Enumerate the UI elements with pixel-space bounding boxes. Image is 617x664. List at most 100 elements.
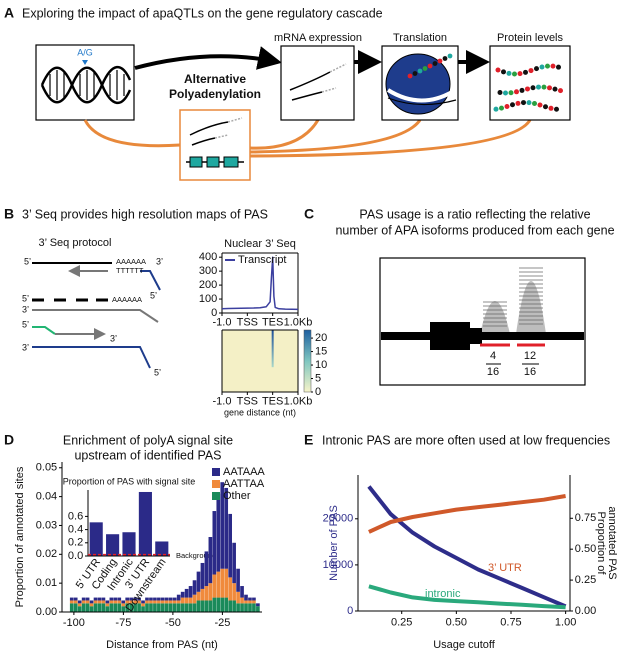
histogram-bar (97, 600, 102, 604)
fraction-numerator: 4 (490, 350, 496, 362)
histogram-bar (252, 597, 256, 601)
y-axis-label: Number of PAS (328, 505, 340, 581)
histogram-bar (248, 600, 252, 604)
histogram-bar (73, 600, 78, 604)
histogram-bar (184, 597, 189, 604)
protein-bead (547, 85, 552, 91)
y2-axis-label: annotated PAS (606, 506, 617, 579)
histogram-bar (85, 603, 90, 612)
legend-label: Other (223, 490, 251, 502)
histogram-bar (97, 597, 102, 601)
heatmap-signal (271, 330, 274, 368)
y-tick-label: 100 (199, 293, 217, 305)
bar (106, 534, 120, 556)
protein-bead (510, 102, 515, 108)
protocol-label: 3’ (22, 342, 29, 352)
histogram-bar (192, 580, 197, 595)
panel-label: E (304, 432, 313, 448)
histogram-bar (117, 597, 122, 601)
histogram-bar (180, 603, 185, 612)
histogram-bar (73, 597, 78, 601)
histogram-bar (256, 603, 260, 607)
amino-bead (407, 73, 413, 79)
x-axis-label: Usage cutoff (433, 639, 496, 651)
histogram-bar (69, 603, 74, 612)
histogram-bar (164, 597, 169, 601)
protein-bead (530, 85, 536, 91)
protein-bead (495, 67, 501, 73)
protein-bead (515, 100, 521, 106)
y-tick-label: 0.03 (36, 519, 57, 531)
histogram-bar (228, 513, 232, 578)
protein-bead (552, 86, 558, 92)
colorbar-tick-label: 15 (315, 345, 327, 357)
histogram-bar (149, 600, 153, 604)
y-tick-label: 20000 (323, 513, 354, 525)
histogram-bar (172, 597, 177, 601)
histogram-bar (188, 586, 193, 598)
y2-tick-label: 0.75 (575, 512, 596, 524)
histogram-bar (161, 603, 165, 612)
x-tick-label: -100 (63, 617, 85, 629)
histogram-bar (220, 482, 225, 569)
protein-bead (536, 84, 541, 90)
histogram-bar (157, 603, 161, 612)
series-label: 3’ UTR (488, 562, 522, 574)
histogram-bar (137, 600, 141, 604)
y2-tick-label: 0.50 (575, 543, 596, 555)
histogram-bar (176, 594, 181, 601)
series-line (368, 584, 566, 610)
histogram-bar (244, 600, 248, 604)
apa-box (179, 109, 251, 181)
histogram-bar (196, 571, 201, 592)
heatmap (222, 330, 298, 392)
protein-bead (512, 71, 517, 77)
protein-box (489, 45, 571, 121)
amino-bead (442, 56, 448, 61)
protein-bead (526, 100, 532, 106)
histogram-bar (224, 568, 229, 598)
protein-bead (558, 88, 563, 94)
panel-label: C (304, 206, 314, 222)
mrna-box (280, 45, 355, 121)
legend-swatch (212, 468, 220, 476)
colorbar (303, 329, 312, 393)
protein-bead (541, 84, 547, 90)
histogram-bar (192, 603, 197, 612)
histogram-bar (244, 594, 248, 601)
histogram-bar (240, 603, 244, 612)
panel-title: Exploring the impact of apaQTLs on the g… (22, 6, 383, 20)
protein-bead (532, 101, 537, 107)
protein-bead (499, 105, 504, 111)
y-tick-label: 400 (199, 251, 217, 263)
histogram-bar (224, 597, 229, 612)
histogram-bar (248, 597, 252, 601)
amino-bead (447, 53, 453, 59)
histogram-bar (77, 603, 82, 607)
histogram-bar (208, 600, 213, 612)
histogram-bar (208, 583, 213, 601)
series-line (368, 494, 566, 534)
y-tick-label: 0 (347, 605, 353, 617)
histogram-bar (109, 597, 114, 601)
y-tick-label: 0.05 (36, 462, 57, 474)
protein-bead (539, 64, 545, 70)
protocol-label: AAAAAA (112, 295, 142, 304)
x-tick-label: 1.00 (555, 616, 576, 628)
x-tick-label: -75 (115, 617, 131, 629)
histogram-bar (196, 591, 201, 601)
x-tick-label: 0.75 (500, 616, 521, 628)
histogram-bar (153, 600, 157, 604)
histogram-bar (204, 586, 209, 601)
histogram-bar (149, 597, 153, 601)
x-tick-label: TSS (237, 316, 258, 328)
histogram-bar (125, 597, 130, 601)
histogram-bar (157, 600, 161, 604)
step-label: Protein levels (497, 32, 564, 44)
protocol-label: 5’ (150, 290, 157, 300)
protein-bead (554, 106, 559, 112)
protein-bead (525, 86, 530, 92)
protein-bead (534, 66, 539, 72)
histogram-bar (93, 597, 98, 601)
